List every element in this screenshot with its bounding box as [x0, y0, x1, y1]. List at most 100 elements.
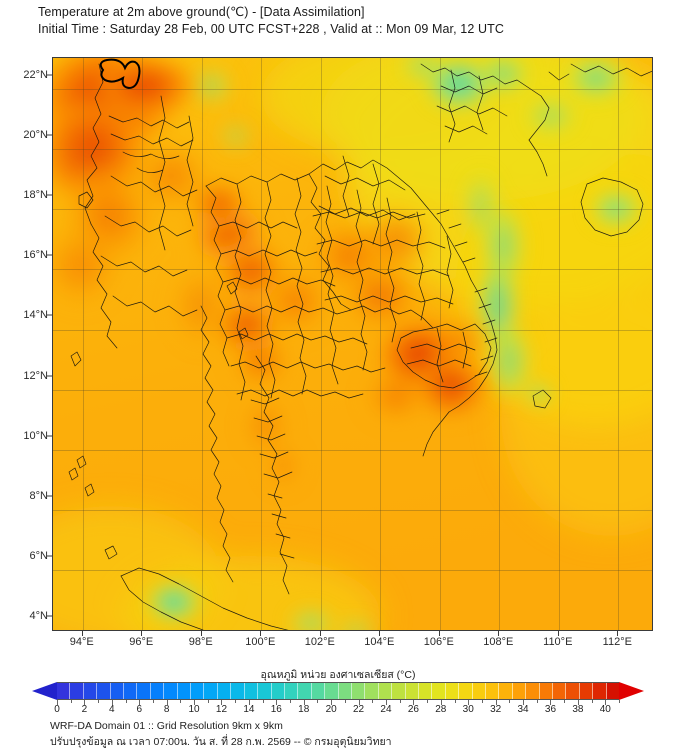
gridline-lat	[53, 630, 652, 631]
colorbar-cell	[472, 683, 486, 699]
footer-update-info: ปรับปรุงข้อมูล ณ เวลา 07:00น. วัน ส. ที่…	[50, 736, 392, 748]
colorbar-cell	[325, 683, 339, 699]
colorbar-cell	[418, 683, 433, 699]
longitude-tick-mark	[260, 631, 262, 636]
longitude-tick-mark	[498, 631, 500, 636]
chart-subtitle: Initial Time : Saturday 28 Feb, 00 UTC F…	[38, 22, 504, 36]
latitude-tick-label: 20°N	[23, 129, 48, 142]
colorbar-tick-mark	[509, 700, 511, 703]
colorbar-tick-mark	[152, 700, 154, 703]
colorbar-tick-mark	[427, 700, 429, 703]
longitude-tick-label: 108°E	[483, 636, 514, 648]
colorbar-tick-mark	[481, 700, 483, 703]
colorbar-tick-mark	[399, 700, 401, 703]
colorbar-cell	[526, 683, 540, 699]
colorbar[interactable]: 0 2 4 6 8 10 12 14 16 18 20 22 24 26 28 30 32 34 36 38 40	[32, 682, 644, 715]
gridline-lat	[53, 449, 652, 451]
latitude-tick-label: 22°N	[23, 69, 48, 82]
longitude-tick-mark	[81, 631, 83, 636]
colorbar-cell	[512, 683, 527, 699]
colorbar-cell	[137, 683, 151, 699]
colorbar-tick-mark	[495, 700, 497, 705]
colorbar-tick-mark	[207, 700, 209, 703]
colorbar-cell	[110, 683, 125, 699]
chart-footer: WRF-DA Domain 01 :: Grid Resolution 9km …	[50, 718, 392, 750]
colorbar-tick-mark	[331, 700, 333, 705]
colorbar-tick-label: 28	[435, 704, 447, 715]
colorbar-tick-label: 38	[572, 704, 584, 715]
colorbar-tick-label: 32	[490, 704, 502, 715]
longitude-tick-label: 100°E	[245, 636, 276, 648]
colorbar-tick-label: 0	[54, 704, 60, 715]
footer-model-info: WRF-DA Domain 01 :: Grid Resolution 9km …	[50, 720, 283, 732]
colorbar-tick-mark	[180, 700, 182, 703]
colorbar-tick-mark	[111, 700, 113, 705]
colorbar-cell	[445, 683, 460, 699]
latitude-tick-label: 8°N	[29, 489, 48, 502]
gridline-lon	[558, 58, 560, 630]
colorbar-cell	[566, 683, 580, 699]
temperature-map-plot	[52, 57, 653, 631]
longitude-tick-mark	[379, 631, 381, 636]
colorbar-cell	[553, 683, 567, 699]
colorbar-tick-mark	[84, 700, 86, 705]
colorbar-tick-mark	[605, 700, 607, 705]
colorbar-cell	[83, 683, 98, 699]
colorbar-cell	[177, 683, 192, 699]
gridline-lon	[618, 58, 620, 630]
longitude-tick-label: 112°E	[602, 636, 632, 648]
colorbar-extend-high-arrow	[619, 682, 644, 700]
colorbar-cell	[606, 683, 620, 699]
colorbar-cells	[57, 682, 620, 700]
colorbar-cell	[204, 683, 218, 699]
colorbar-tick-mark	[276, 700, 278, 705]
colorbar-title: อุณหภูมิ หน่วย องศาเซลเซียส (°C)	[260, 669, 416, 681]
colorbar-tick-label: 6	[136, 704, 143, 715]
colorbar-tick-label: 2	[81, 704, 88, 715]
gridline-lat	[53, 269, 652, 271]
latitude-tick-mark	[47, 495, 52, 497]
latitude-tick-label: 16°N	[23, 249, 48, 262]
gridline-lon	[380, 58, 382, 630]
gridline-lat	[53, 329, 652, 331]
colorbar-tick-mark	[221, 700, 223, 705]
latitude-tick-mark	[47, 375, 52, 377]
latitude-tick-label: 12°N	[23, 369, 48, 382]
colorbar-cell	[311, 683, 326, 699]
latitude-tick-mark	[47, 615, 52, 617]
colorbar-tick-mark	[70, 700, 72, 703]
longitude-tick-label: 94°E	[69, 636, 94, 648]
colorbar-cell	[57, 683, 71, 699]
colorbar-tick-mark	[385, 700, 387, 705]
colorbar-tick-label: 36	[544, 704, 557, 715]
colorbar-tick-label: 30	[462, 704, 474, 715]
colorbar-tick-mark	[536, 700, 538, 703]
colorbar-tick-label: 24	[380, 704, 392, 715]
longitude-tick-mark	[200, 631, 202, 636]
colorbar-tick-mark	[303, 700, 305, 705]
gridline-lat	[53, 389, 652, 391]
colorbar-cell	[271, 683, 285, 699]
temperature-field-svg	[53, 58, 652, 630]
latitude-tick-mark	[47, 314, 52, 316]
colorbar-cell	[378, 683, 393, 699]
longitude-tick-mark	[141, 631, 143, 636]
gridline-lat	[53, 89, 652, 91]
temperature-field	[53, 58, 652, 630]
colorbar-cell	[338, 683, 352, 699]
colorbar-cell	[392, 683, 406, 699]
colorbar-cell	[499, 683, 513, 699]
colorbar-tick-label: 18	[298, 704, 310, 715]
colorbar-tick-mark	[166, 700, 168, 705]
gridline-lat	[53, 509, 652, 511]
gridline-lon	[142, 58, 144, 630]
gridline-lat	[53, 209, 652, 211]
colorbar-tick-mark	[468, 700, 470, 705]
colorbar-cell	[593, 683, 607, 699]
colorbar-tick-mark	[591, 700, 593, 703]
colorbar-tick-mark	[440, 700, 442, 705]
colorbar-extend-low-arrow	[32, 682, 57, 700]
colorbar-tick-mark	[413, 700, 415, 705]
colorbar-tick-mark	[577, 700, 579, 705]
